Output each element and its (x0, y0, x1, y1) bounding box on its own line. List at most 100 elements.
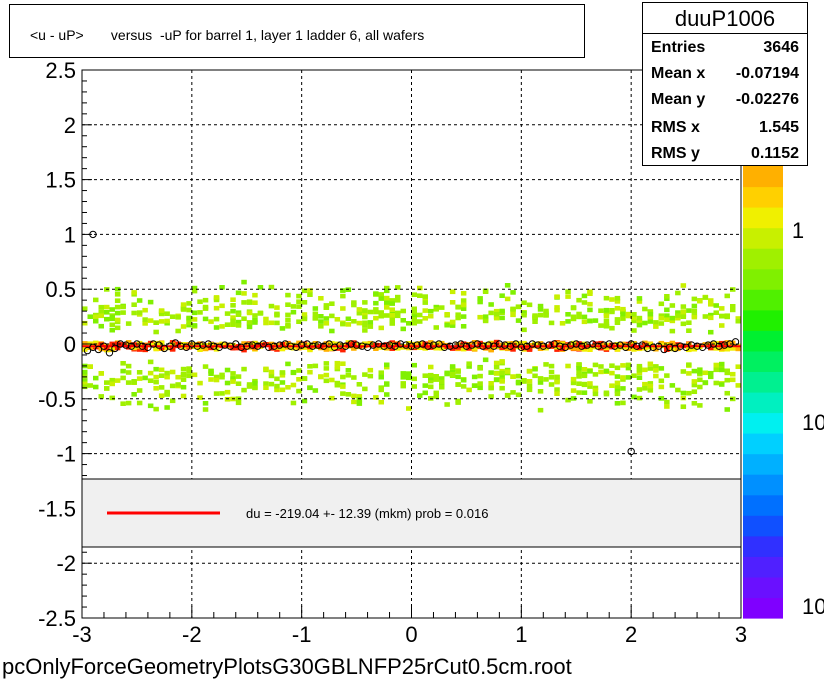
heat-cell (362, 314, 368, 320)
stats-box: duuP1006 Entries 3646 Mean x -0.07194 Me… (642, 2, 808, 166)
heat-cell (691, 382, 698, 388)
heat-cell (252, 320, 258, 325)
profile-point (479, 342, 487, 350)
heat-cell (433, 325, 439, 330)
profile-point (407, 342, 416, 350)
heat-cell (395, 298, 401, 303)
heat-cell (351, 319, 357, 324)
heat-cell (285, 361, 291, 367)
heat-cell (504, 392, 511, 398)
heat-cell (724, 368, 730, 374)
heat-cell (658, 378, 665, 384)
heat-cell (587, 381, 593, 386)
heat-cell (384, 313, 390, 318)
heat-cell (136, 347, 143, 352)
heat-cell (180, 377, 187, 382)
heat-cell (554, 305, 560, 310)
heat-cell (191, 372, 198, 378)
heat-cell (279, 346, 286, 352)
heat-cell (147, 370, 154, 376)
colorbar-segment (743, 186, 783, 208)
heat-cell (719, 361, 725, 367)
heat-cell (515, 380, 522, 386)
heat-cell (697, 403, 703, 408)
profile-point (100, 342, 108, 350)
heat-cell (493, 371, 500, 376)
profile-point (621, 343, 630, 351)
heat-cell (466, 364, 472, 369)
heat-cell (98, 313, 104, 319)
heat-cell (219, 285, 225, 290)
stats-value: -0.07194 (735, 65, 799, 82)
heat-cell (708, 329, 714, 335)
heat-cell (537, 389, 544, 394)
heat-cell (587, 369, 593, 374)
heat-cell (488, 384, 494, 390)
heat-cell (658, 321, 665, 326)
heat-cell (186, 320, 192, 326)
heat-cell (521, 312, 527, 318)
heat-cell (719, 382, 725, 387)
profile-point (600, 341, 608, 349)
heat-cell (186, 307, 192, 313)
heat-cell (279, 373, 286, 378)
heat-cell (362, 310, 368, 316)
heat-cell (730, 346, 736, 351)
profile-point (380, 342, 388, 350)
heat-cell (98, 394, 104, 399)
heat-cell (428, 378, 434, 384)
colorbar-segment (743, 433, 783, 455)
heat-cell (719, 367, 725, 373)
stats-label: Mean y (651, 91, 706, 108)
heat-cell (202, 316, 209, 322)
profile-point (221, 341, 229, 349)
heat-cell (697, 367, 703, 372)
heat-cell (592, 362, 599, 368)
root-filename: pcOnlyForceGeometryPlotsG30GBLNFP25rCut0… (2, 654, 572, 679)
heat-cell (460, 377, 467, 383)
heat-cell (598, 364, 604, 369)
profile-point (462, 342, 471, 350)
heat-cell (658, 384, 665, 390)
heat-cell (263, 381, 269, 386)
heat-cell (384, 285, 390, 291)
heat-cell (406, 406, 412, 411)
heat-cell (433, 374, 439, 379)
profile-point (715, 342, 723, 350)
heat-cell (587, 307, 593, 313)
heat-cell (636, 363, 643, 369)
heat-cell (460, 346, 467, 352)
heat-cell (537, 307, 544, 312)
heat-cell (581, 382, 588, 388)
heat-cell (603, 313, 610, 319)
heat-cell (213, 391, 220, 396)
heat-cell (235, 312, 242, 317)
heat-cell (400, 371, 406, 376)
heat-cell (499, 359, 505, 364)
profile-point (638, 341, 646, 349)
heat-cell (109, 381, 115, 387)
heat-cell (680, 321, 687, 327)
heat-cell (675, 315, 681, 321)
heat-cell (647, 314, 654, 320)
profile-point (583, 341, 591, 349)
heat-cell (169, 369, 176, 375)
heat-cell (279, 380, 286, 385)
heat-cell (351, 302, 357, 308)
profile-point (308, 342, 317, 350)
heat-cell (235, 374, 242, 379)
heat-cell (636, 368, 643, 373)
heat-cell (570, 380, 577, 386)
heat-cell (389, 301, 395, 306)
heat-cell (109, 327, 115, 333)
heat-cell (719, 306, 725, 311)
heat-cell (702, 370, 709, 376)
x-tick-label: -1 (292, 622, 312, 647)
profile-point (385, 341, 394, 349)
heat-cell (708, 370, 714, 376)
heat-cell (241, 316, 247, 321)
heat-cell (521, 327, 527, 333)
heat-cell (345, 368, 352, 373)
heat-cell (691, 389, 698, 394)
heat-cell (576, 390, 582, 395)
